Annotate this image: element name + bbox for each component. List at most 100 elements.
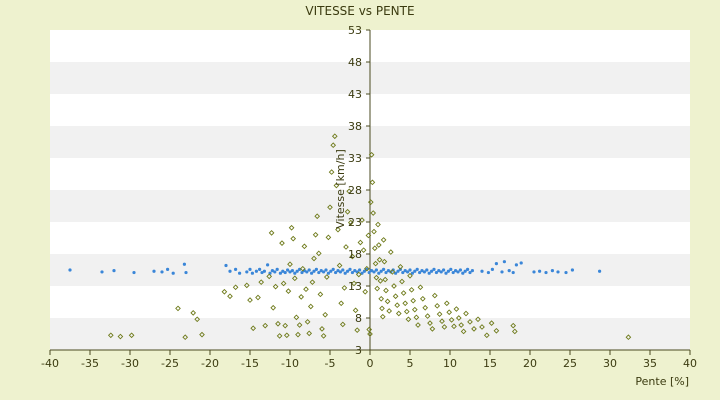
data-point-series-1	[500, 270, 504, 274]
data-point-series-1	[224, 263, 228, 268]
y-tick-label: 43	[348, 88, 362, 101]
data-point-series-1	[132, 270, 136, 275]
data-point-series-2	[451, 323, 457, 330]
data-point-series-2	[296, 322, 303, 328]
data-point-series-1	[184, 270, 188, 275]
data-point-series-1	[437, 269, 441, 273]
data-point-series-1	[470, 269, 474, 273]
data-point-series-1	[519, 261, 523, 265]
data-point-series-2	[279, 240, 285, 246]
data-point-series-1	[245, 270, 249, 274]
data-point-series-2	[351, 280, 357, 287]
data-point-series-1	[374, 268, 378, 272]
data-point-series-1	[152, 269, 156, 273]
data-point-series-2	[346, 188, 353, 195]
data-point-series-1	[386, 269, 390, 273]
data-point-series-1	[281, 269, 285, 273]
data-point-series-1	[338, 270, 342, 274]
data-point-series-2	[255, 294, 261, 301]
data-point-series-2	[436, 311, 443, 317]
data-point-series-1	[544, 270, 548, 275]
data-point-series-2	[510, 322, 517, 329]
data-point-series-2	[303, 286, 309, 293]
data-point-series-2	[395, 310, 402, 317]
x-tick-label: -10	[281, 357, 299, 370]
data-point-series-2	[453, 306, 460, 312]
x-tick-label: -20	[201, 357, 219, 370]
data-point-series-1	[382, 267, 386, 271]
data-point-series-2	[427, 320, 433, 326]
y-tick-label: 3	[355, 344, 362, 357]
axes	[49, 29, 691, 355]
data-point-series-2	[322, 311, 329, 318]
data-point-series-2	[363, 265, 370, 272]
data-point-series-2	[493, 327, 500, 334]
data-point-series-1	[410, 271, 414, 275]
data-point-series-1	[396, 269, 400, 273]
data-point-series-2	[360, 247, 367, 253]
data-point-series-2	[128, 332, 135, 339]
data-point-series-1	[254, 269, 258, 273]
data-point-series-1	[348, 267, 352, 271]
data-point-series-1	[288, 270, 292, 274]
data-point-series-2	[247, 297, 253, 303]
data-point-series-2	[221, 288, 228, 295]
data-point-series-1	[446, 269, 450, 273]
y-tick-label: 53	[348, 24, 362, 37]
data-point-series-2	[319, 326, 325, 332]
x-tick-label: 35	[643, 357, 657, 370]
data-point-series-2	[413, 314, 420, 321]
data-point-series-2	[325, 234, 332, 241]
data-point-series-1	[384, 270, 388, 275]
data-points	[68, 133, 632, 341]
data-point-series-2	[335, 226, 341, 233]
x-tick-label: 30	[603, 357, 617, 370]
data-point-series-1	[275, 267, 279, 271]
x-tick-label: -35	[81, 357, 99, 370]
data-point-series-2	[475, 316, 481, 323]
data-point-series-1	[322, 270, 326, 274]
data-point-series-2	[377, 278, 384, 284]
data-point-series-2	[380, 237, 387, 243]
data-point-series-1	[456, 270, 460, 274]
data-point-series-2	[327, 204, 333, 211]
data-point-series-2	[285, 288, 292, 294]
data-point-series-2	[373, 274, 380, 281]
data-point-series-1	[343, 271, 347, 275]
data-point-series-2	[175, 305, 181, 312]
data-point-series-1	[171, 271, 175, 275]
data-point-series-1	[112, 269, 116, 273]
data-point-series-2	[258, 279, 265, 285]
data-point-series-1	[532, 270, 536, 274]
x-tick-label: -40	[41, 357, 59, 370]
tick-labels: -40 -35 -30 -25 -20 -15 -10 -5 0 5 10 15 20 25 30 35 40 3…	[41, 24, 697, 370]
data-point-series-2	[272, 283, 279, 290]
data-point-series-2	[293, 314, 300, 321]
data-point-series-2	[365, 232, 372, 239]
data-point-series-1	[413, 269, 417, 273]
y-tick-label: 18	[348, 248, 362, 261]
data-point-series-2	[338, 300, 345, 307]
data-point-series-2	[471, 326, 477, 332]
data-point-series-2	[295, 331, 301, 338]
data-point-series-1	[425, 268, 429, 272]
data-point-series-1	[432, 267, 436, 271]
data-point-series-1	[570, 268, 575, 272]
y-axis-label: Vitesse [km/h]	[334, 149, 347, 229]
data-point-series-1	[379, 269, 383, 273]
data-point-series-2	[341, 285, 348, 291]
data-point-series-1	[319, 269, 323, 273]
data-point-series-2	[199, 331, 205, 338]
data-point-series-1	[329, 269, 333, 273]
data-point-series-1	[598, 269, 602, 273]
x-tick-label: 10	[443, 357, 457, 370]
chart-title: VITESSE vs PENTE	[305, 4, 414, 18]
data-point-series-1	[422, 270, 426, 274]
data-point-series-2	[431, 292, 438, 299]
data-point-series-1	[160, 270, 164, 274]
data-point-series-1	[312, 269, 316, 273]
data-point-series-2	[369, 179, 376, 186]
data-point-series-1	[336, 269, 340, 273]
data-point-series-1	[439, 270, 443, 274]
